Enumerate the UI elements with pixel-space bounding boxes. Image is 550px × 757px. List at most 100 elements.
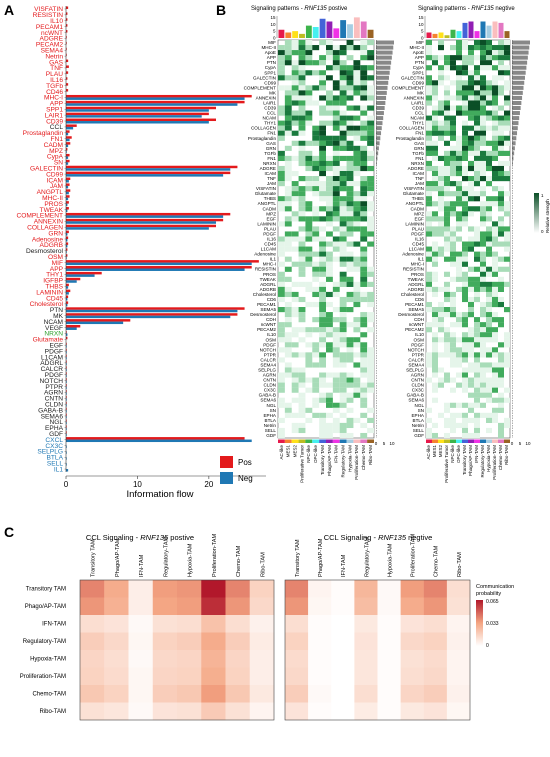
right-heat-cell bbox=[400, 597, 424, 616]
right-column-label: NPC-like bbox=[450, 445, 455, 463]
right-heatmap-cell bbox=[456, 110, 462, 116]
left-heatmap-cell bbox=[278, 271, 285, 277]
right-heatmap-cell bbox=[426, 160, 432, 167]
left-heatmap-cell bbox=[353, 327, 361, 333]
left-heatmap-cell bbox=[367, 181, 374, 187]
right-heatmap-cell bbox=[474, 397, 480, 403]
left-heatmap-cell bbox=[360, 155, 368, 162]
left-heatmap-cell bbox=[360, 402, 368, 408]
left-heatmap-cell bbox=[346, 196, 354, 202]
left-heatmap-cell bbox=[298, 155, 306, 162]
left-heat-cell bbox=[152, 597, 178, 616]
right-top-bar bbox=[504, 31, 510, 38]
left-column-color bbox=[319, 439, 326, 443]
right-heatmap-cell bbox=[432, 150, 438, 156]
right-heatmap-cell bbox=[468, 332, 474, 338]
left-heatmap-cell bbox=[319, 246, 326, 252]
right-top-bar bbox=[492, 21, 498, 38]
right-heatmap-cell bbox=[486, 125, 492, 131]
left-heatmap-cell bbox=[353, 301, 361, 308]
right-heatmap-cell bbox=[426, 377, 432, 383]
right-heatmap-cell bbox=[480, 155, 486, 162]
left-heatmap-cell bbox=[360, 432, 368, 439]
left-heatmap-cell bbox=[284, 186, 292, 192]
category-label: NOTCH bbox=[40, 378, 64, 385]
left-heatmap-cell bbox=[346, 120, 354, 126]
left-heatmap-cell bbox=[278, 296, 285, 303]
category-label: PECAM2 bbox=[36, 42, 63, 49]
right-heatmap-cell bbox=[444, 65, 450, 71]
right-heatmap-cell bbox=[468, 95, 474, 101]
right-row-label: ncWNT bbox=[409, 322, 425, 327]
left-heatmap-cell bbox=[312, 377, 320, 383]
right-heatmap-cell bbox=[486, 307, 492, 313]
category-label: PDGF bbox=[45, 372, 63, 379]
right-heatmap-cell bbox=[456, 312, 462, 318]
left-heatmap-cell bbox=[332, 201, 340, 207]
left-heatmap-cell bbox=[367, 317, 374, 323]
right-heatmap-cell bbox=[498, 367, 504, 373]
category-label: MHC-II bbox=[42, 195, 63, 202]
right-heatmap-cell bbox=[492, 332, 498, 338]
right-heatmap-cell bbox=[504, 422, 510, 429]
left-heatmap-cell bbox=[332, 140, 340, 146]
left-heatmap-cell bbox=[291, 382, 299, 388]
right-row-label: TWEAK bbox=[408, 277, 425, 282]
right-heatmap-cell bbox=[474, 256, 480, 262]
right-heatmap-cell bbox=[474, 70, 480, 76]
left-heatmap-cell bbox=[339, 226, 347, 232]
left-heatmap-cell bbox=[278, 322, 285, 328]
right-heatmap-cell bbox=[492, 352, 498, 358]
left-heatmap-cell bbox=[284, 55, 292, 61]
right-heatmap-cell bbox=[492, 231, 498, 237]
right-heatmap-cell bbox=[498, 372, 504, 378]
right-heatmap-cell bbox=[480, 105, 486, 111]
right-heatmap-cell bbox=[456, 211, 462, 217]
left-heat-cell bbox=[104, 580, 129, 598]
bar-neg bbox=[66, 351, 67, 354]
right-heatmap-cell bbox=[486, 236, 492, 242]
right-heatmap-cell bbox=[480, 50, 486, 56]
right-heatmap-cell bbox=[492, 301, 498, 308]
left-column-color bbox=[346, 439, 354, 443]
right-heatmap-cell bbox=[450, 256, 456, 262]
left-heatmap-cell bbox=[319, 412, 326, 418]
category-label: NRXN bbox=[44, 331, 63, 338]
left-heatmap-cell bbox=[367, 165, 374, 172]
right-heatmap-cell bbox=[438, 105, 444, 111]
right-row-label: RESISTIN bbox=[403, 267, 424, 272]
left-heatmap-cell bbox=[284, 407, 292, 413]
category-label: Desmosterol bbox=[26, 248, 64, 255]
left-heatmap-cell bbox=[298, 312, 306, 318]
right-heatmap-cell bbox=[438, 65, 444, 71]
right-heatmap-cell bbox=[498, 377, 504, 383]
right-heatmap-cell bbox=[504, 45, 510, 51]
left-heatmap-cell bbox=[360, 181, 368, 187]
right-heatmap-cell bbox=[474, 417, 480, 423]
left-heatmap-cell bbox=[326, 186, 333, 192]
right-heatmap-cell bbox=[456, 286, 462, 292]
category-label: PLAU bbox=[46, 71, 63, 78]
left-column-label: Ribo-TAM bbox=[368, 445, 373, 465]
bar-neg bbox=[66, 315, 231, 319]
left-right-bar bbox=[376, 85, 388, 90]
left-heatmap-cell bbox=[319, 291, 326, 298]
left-heatmap-cell bbox=[278, 60, 285, 66]
left-heat-cell bbox=[201, 650, 226, 668]
right-heatmap-cell bbox=[504, 70, 510, 76]
right-heatmap-cell bbox=[450, 55, 456, 61]
left-heatmap-cell bbox=[291, 75, 299, 81]
left-heatmap-cell bbox=[360, 332, 368, 338]
left-row-label: GDF bbox=[266, 433, 276, 438]
right-heatmap-cell bbox=[474, 337, 480, 343]
category-label: IL10 bbox=[50, 18, 63, 25]
right-heatmap-cell bbox=[492, 347, 498, 353]
right-row-label: LAMININ bbox=[405, 221, 424, 226]
left-right-bar bbox=[376, 136, 381, 141]
right-heatmap-cell bbox=[468, 286, 474, 292]
left-heatmap-cell bbox=[346, 216, 354, 222]
left-heatmap-cell bbox=[326, 241, 333, 247]
right-heatmap-cell bbox=[444, 417, 450, 423]
left-row-label: Adenosine bbox=[254, 252, 276, 257]
right-heatmap-cell bbox=[456, 140, 462, 146]
